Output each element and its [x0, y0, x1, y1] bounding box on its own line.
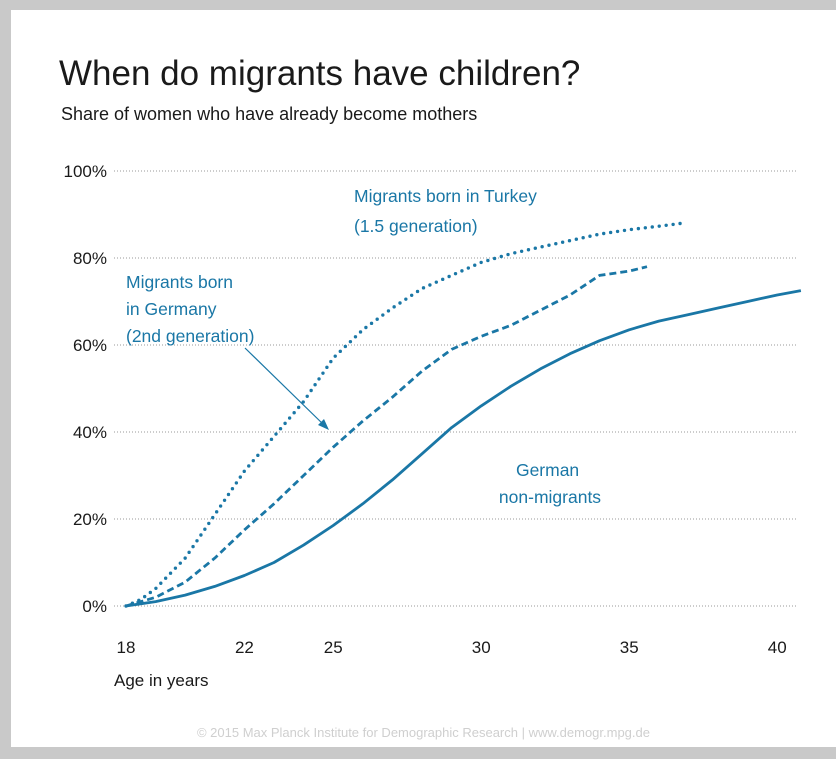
y-tick-label: 20% — [73, 510, 107, 529]
annotation-turkey-line-1: Migrants born in Turkey — [354, 186, 537, 206]
grid-lines — [114, 170, 797, 607]
annotation-non-migrants-line-2: non-migrants — [499, 487, 601, 507]
series-line-2 — [124, 221, 685, 608]
copyright-footer: © 2015 Max Planck Institute for Demograp… — [196, 725, 650, 740]
x-tick-label: 18 — [117, 638, 136, 657]
annotation-germany-line-2: in Germany — [126, 299, 217, 319]
series-line-0 — [125, 289, 802, 608]
line-chart: 0% 20% 40% 60% 80% 100% 18 22 25 30 35 40 Age in y… — [64, 162, 802, 690]
x-tick-label: 25 — [324, 638, 343, 657]
series-lines — [124, 221, 802, 608]
annotation-germany: Migrants born in Germany (2nd generation… — [126, 272, 254, 346]
annotation-germany-line-3: (2nd generation) — [126, 326, 254, 346]
y-tick-label: 0% — [82, 597, 107, 616]
page-title: When do migrants have children? — [59, 54, 581, 93]
annotation-turkey: Migrants born in Turkey (1.5 generation) — [354, 186, 542, 236]
annotation-germany-line-1: Migrants born — [126, 272, 233, 292]
x-tick-label: 40 — [768, 638, 787, 657]
y-tick-label: 40% — [73, 423, 107, 442]
x-axis-label: Age in years — [114, 671, 209, 690]
page-subtitle: Share of women who have already become m… — [61, 104, 478, 124]
annotation-arrow-line — [244, 347, 326, 427]
y-axis-ticks: 0% 20% 40% 60% 80% 100% — [64, 162, 107, 616]
x-tick-label: 30 — [472, 638, 491, 657]
annotations: Migrants born in Turkey (1.5 generation)… — [126, 186, 601, 507]
y-tick-label: 60% — [73, 336, 107, 355]
chart-card: When do migrants have children? Share of… — [11, 10, 836, 747]
y-tick-label: 80% — [73, 249, 107, 268]
x-tick-label: 35 — [620, 638, 639, 657]
annotation-non-migrants: German non-migrants — [499, 460, 601, 507]
x-axis-ticks: 18 22 25 30 35 40 — [117, 638, 787, 657]
annotation-turkey-line-2: (1.5 generation) — [354, 216, 478, 236]
y-tick-label: 100% — [64, 162, 107, 181]
series-line-1 — [125, 265, 648, 608]
x-tick-label: 22 — [235, 638, 254, 657]
annotation-arrow-head — [318, 419, 329, 430]
annotation-non-migrants-line-1: German — [516, 460, 579, 480]
